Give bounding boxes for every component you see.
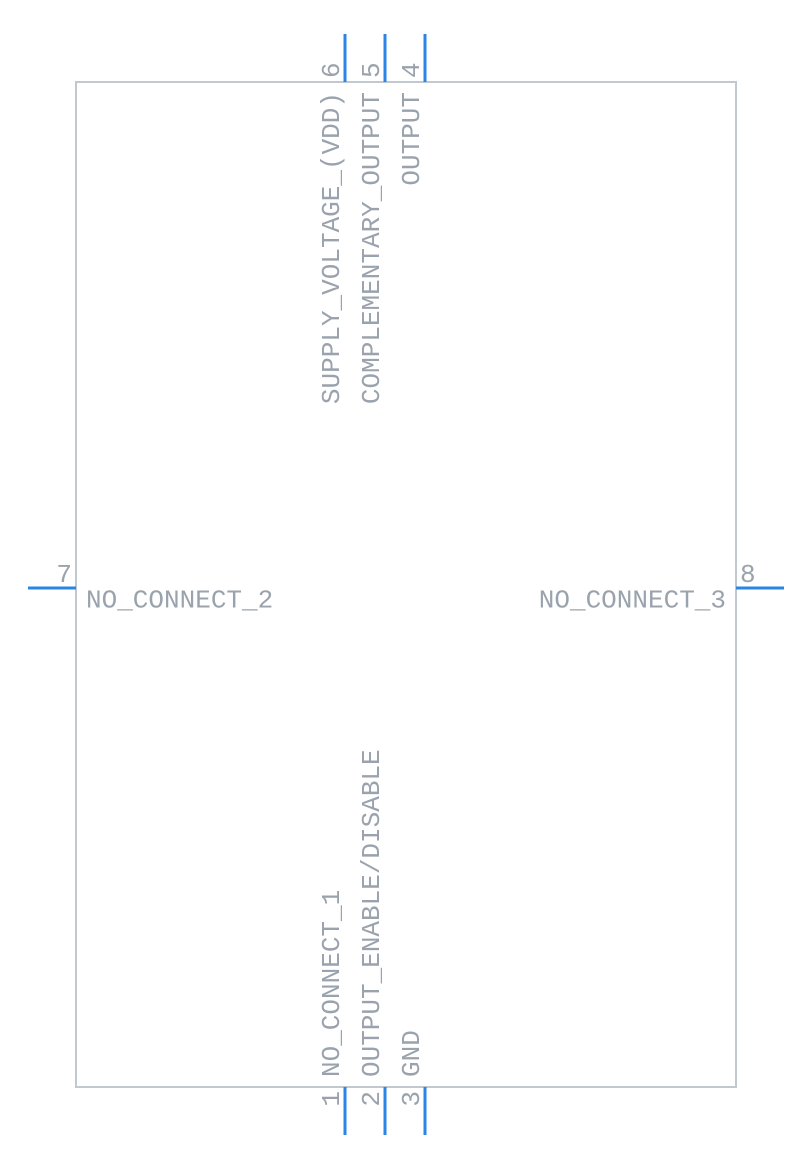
pin-number: 8 [740, 560, 756, 590]
pin-number: 6 [317, 62, 347, 78]
pin-number: 7 [56, 560, 72, 590]
pin-label: GND [397, 1030, 427, 1077]
pin-label: COMPLEMENTARY_OUTPUT [357, 92, 387, 404]
pin-number: 1 [317, 1091, 347, 1107]
pin-number: 4 [397, 62, 427, 78]
pinout-diagram: 6 SUPPLY_VOLTAGE_(VDD) 5 COMPLEMENTARY_OUTP… [0, 0, 808, 1168]
pin-label: SUPPLY_VOLTAGE_(VDD) [317, 92, 347, 404]
pin-label: NO_CONNECT_2 [86, 586, 273, 616]
pin-number: 3 [397, 1091, 427, 1107]
pin-label: NO_CONNECT_1 [317, 890, 347, 1077]
pin-label: NO_CONNECT_3 [539, 586, 726, 616]
pin-number: 5 [357, 62, 387, 78]
pin-label: OUTPUT_ENABLE/DISABLE [357, 749, 387, 1077]
pin-number: 2 [357, 1091, 387, 1107]
pin-label: OUTPUT [397, 92, 427, 186]
